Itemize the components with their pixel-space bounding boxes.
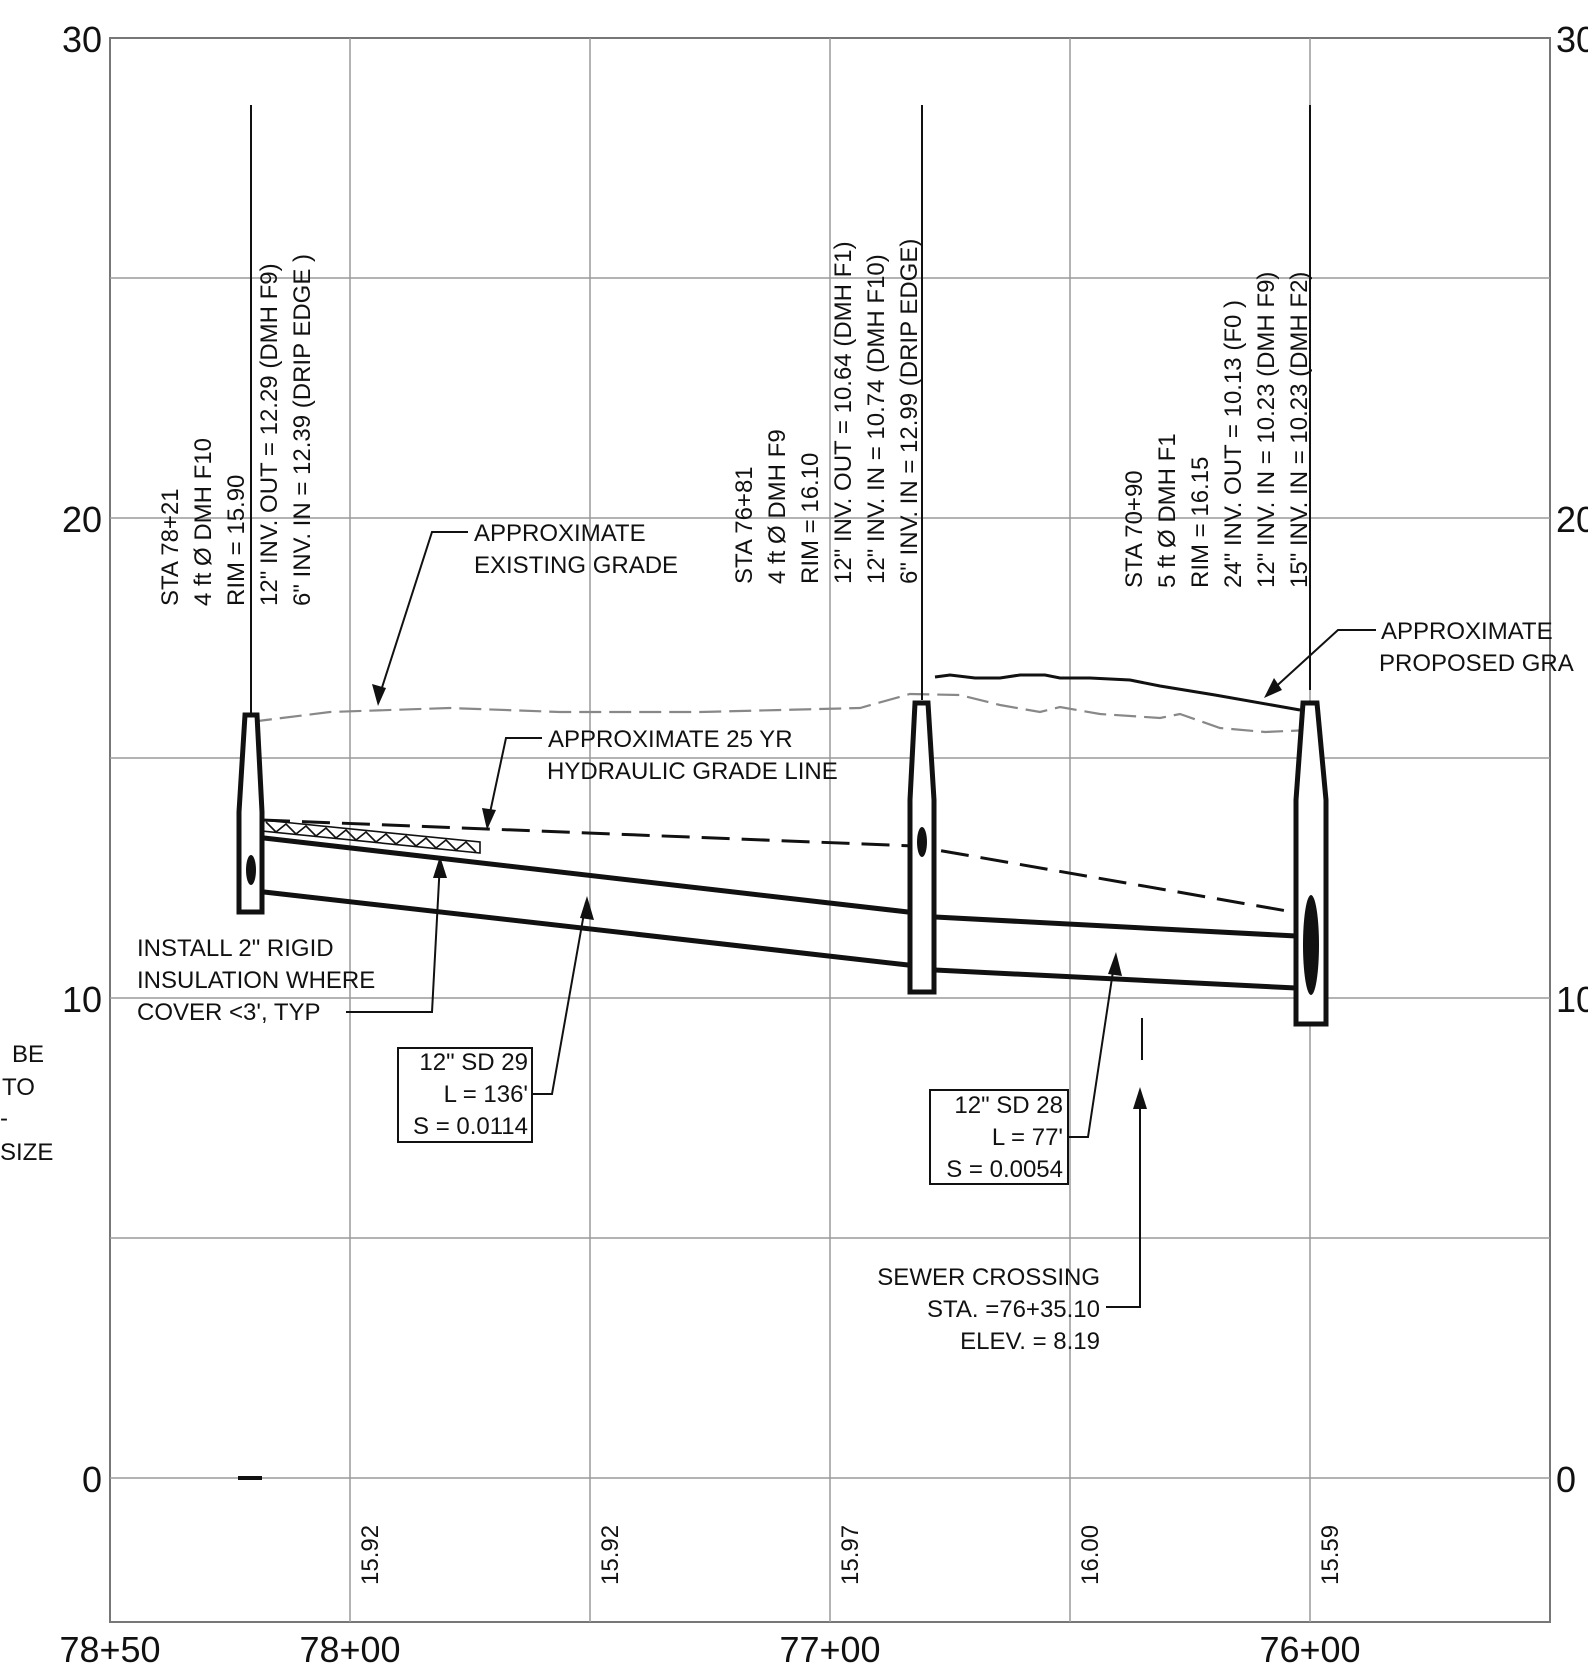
left-cutoff-note: BE TO - SIZE	[0, 1041, 53, 1166]
manhole-dmh-f9[interactable]	[907, 700, 937, 995]
sd28-line-2: L = 77'	[992, 1124, 1063, 1151]
hgl-line-2: HYDRAULIC GRADE LINE	[547, 758, 838, 785]
pipe-sd-28	[934, 914, 1297, 991]
pipe-label-sd-29: 12" SD 29 L = 136' S = 0.0114	[397, 1047, 533, 1143]
insulation-note: INSTALL 2" RIGID INSULATION WHERE COVER …	[137, 935, 375, 1026]
ground-elev-76+00: 15.59	[1317, 1525, 1344, 1585]
x-tick-77+00: 77+00	[779, 1629, 880, 1670]
mh3-line-5: 12" INV. IN = 10.23 (DMH F9)	[1253, 272, 1280, 588]
mh2-line-6: 6" INV. IN = 12.99 (DRIP EDGE)	[896, 239, 923, 584]
y-axis-left: 30 20 10 0	[62, 19, 102, 1500]
annotation-leaders	[346, 531, 1376, 1308]
mh1-line-1: STA 78+21	[157, 488, 184, 606]
ground-elev-77+00: 15.97	[837, 1525, 864, 1585]
hgl-note: APPROXIMATE 25 YR HYDRAULIC GRADE LINE	[547, 726, 838, 785]
hgl-line-1: APPROXIMATE 25 YR	[548, 726, 793, 753]
x-tick-78+00: 78+00	[299, 1629, 400, 1670]
proposed-grade-line-1: APPROXIMATE	[1381, 618, 1553, 645]
mh2-line-3: RIM = 16.10	[797, 453, 824, 584]
existing-grade-note: APPROXIMATE EXISTING GRADE	[474, 520, 678, 579]
annotation-arrowheads	[372, 678, 1282, 1109]
insulation-leader	[346, 861, 441, 1013]
y-tick-left-10: 10	[62, 979, 102, 1020]
insulation-line-2: INSULATION WHERE	[137, 967, 375, 994]
ground-elev-76+50: 16.00	[1077, 1525, 1104, 1585]
manhole-leaders	[250, 105, 1311, 718]
y-tick-right-10: 10	[1556, 979, 1588, 1020]
mh3-line-4: 24" INV. OUT = 10.13 (F0 )	[1220, 300, 1247, 588]
manhole-dmh-f1[interactable]	[1293, 700, 1329, 1027]
insulation-line-1: INSTALL 2" RIGID	[137, 935, 334, 962]
proposed-grade-line	[934, 673, 1301, 712]
x-axis: 78+50 78+00 77+00 76+00	[59, 1629, 1360, 1670]
existing-grade-leader	[377, 531, 468, 701]
mh3-line-3: RIM = 16.15	[1187, 457, 1214, 588]
proposed-grade-note: APPROXIMATE PROPOSED GRA	[1379, 618, 1574, 677]
sewer-crossing-line-3: ELEV. = 8.19	[960, 1328, 1100, 1355]
mh2-line-1: STA 76+81	[731, 466, 758, 584]
y-axis-right: 30 20 10 0	[1556, 19, 1588, 1500]
left-note-line-3: -	[0, 1105, 8, 1132]
y-tick-left-0: 0	[82, 1459, 102, 1500]
sd29-line-1: 12" SD 29	[419, 1049, 528, 1076]
pipe-sd-29	[263, 835, 909, 968]
existing-grade-line-1: APPROXIMATE	[474, 520, 646, 547]
manhole-label-f9: STA 76+81 4 ft Ø DMH F9 RIM = 16.10 12" …	[731, 239, 923, 584]
proposed-grade-leader	[1269, 629, 1376, 693]
y-tick-left-30: 30	[62, 19, 102, 60]
manhole-label-f1: STA 70+90 5 ft Ø DMH F1 RIM = 16.15 24" …	[1121, 272, 1313, 588]
mh2-line-2: 4 ft Ø DMH F9	[764, 429, 791, 584]
y-tick-right-20: 20	[1556, 499, 1588, 540]
sewer-crossing-note: SEWER CROSSING STA. =76+35.10 ELEV. = 8.…	[877, 1264, 1100, 1355]
proposed-grade-line-2: PROPOSED GRA	[1379, 650, 1574, 677]
y-tick-right-0: 0	[1556, 1459, 1576, 1500]
left-note-line-1: BE	[12, 1041, 44, 1068]
insulation-line-3: COVER <3', TYP	[137, 999, 321, 1026]
mh2-line-4: 12" INV. OUT = 10.64 (DMH F1)	[830, 241, 857, 584]
mh2-line-5: 12" INV. IN = 10.74 (DMH F10)	[863, 254, 890, 584]
sd29-line-3: S = 0.0114	[413, 1113, 528, 1140]
left-note-line-4: SIZE	[0, 1139, 53, 1166]
mh3-line-1: STA 70+90	[1121, 470, 1148, 588]
mh3-line-6: 15" INV. IN = 10.23 (DMH F2)	[1286, 272, 1313, 588]
ground-elev-78+00: 15.92	[357, 1525, 384, 1585]
existing-grade-line-2: EXISTING GRADE	[474, 552, 678, 579]
sewer-crossing-leader	[1106, 1095, 1141, 1308]
mh1-line-2: 4 ft Ø DMH F10	[190, 438, 217, 606]
sd29-line-2: L = 136'	[444, 1081, 528, 1108]
existing-grade-line	[249, 692, 1311, 734]
mh1-line-3: RIM = 15.90	[223, 475, 250, 606]
pipe-label-sd-28: 12" SD 28 L = 77' S = 0.0054	[929, 1089, 1069, 1185]
x-tick-76+00: 76+00	[1259, 1629, 1360, 1670]
ground-elevations: 15.92 15.92 15.97 16.00 15.59	[357, 1525, 1344, 1585]
left-note-line-2: TO	[2, 1074, 35, 1101]
mh1-line-5: 6" INV. IN = 12.39 (DRIP EDGE )	[289, 254, 316, 606]
hgl-leader	[487, 737, 542, 823]
y-tick-left-20: 20	[62, 499, 102, 540]
y-tick-right-30: 30	[1556, 19, 1588, 60]
mh3-line-2: 5 ft Ø DMH F1	[1154, 433, 1181, 588]
sd28-leader	[1068, 957, 1116, 1138]
sd29-leader	[532, 901, 587, 1095]
sewer-crossing-line-1: SEWER CROSSING	[877, 1264, 1100, 1291]
sd28-line-3: S = 0.0054	[946, 1156, 1063, 1183]
manhole-label-f10: STA 78+21 4 ft Ø DMH F10 RIM = 15.90 12"…	[157, 254, 316, 606]
manhole-dmh-f10[interactable]	[236, 712, 265, 915]
hydraulic-grade-line	[261, 818, 1311, 917]
mh1-line-4: 12" INV. OUT = 12.29 (DMH F9)	[256, 263, 283, 606]
x-tick-78+50: 78+50	[59, 1629, 160, 1670]
sd28-line-1: 12" SD 28	[954, 1092, 1063, 1119]
sewer-crossing-line-2: STA. =76+35.10	[927, 1296, 1100, 1323]
ground-elev-77+50: 15.92	[597, 1525, 624, 1585]
